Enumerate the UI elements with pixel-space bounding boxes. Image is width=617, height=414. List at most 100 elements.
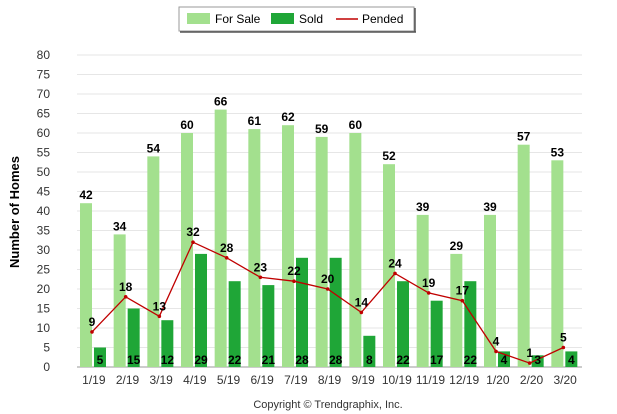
label-for-sale: 34 <box>113 219 127 233</box>
bar-for-sale <box>181 133 193 367</box>
legend-label: Pended <box>362 12 403 26</box>
bar-sold <box>363 335 376 367</box>
label-sold: 5 <box>97 353 104 367</box>
label-sold: 28 <box>329 353 343 367</box>
y-axis-label: Number of Homes <box>7 156 22 268</box>
y-tick-label: 25 <box>37 263 51 277</box>
legend-swatch <box>187 13 210 24</box>
x-tick-label: 6/19 <box>250 373 274 387</box>
x-axis: 1/19 2/19 3/19 4/19 5/19 6/19 7/19 8/19 9/19 10/1… <box>82 373 577 387</box>
x-tick-label: 5/19 <box>217 373 241 387</box>
x-tick-label: 2/19 <box>116 373 140 387</box>
label-for-sale: 61 <box>248 114 262 128</box>
x-tick-label: 12/19 <box>449 373 479 387</box>
bar-sold <box>161 320 174 367</box>
legend-label: Sold <box>299 12 323 26</box>
label-for-sale: 52 <box>382 149 396 163</box>
x-tick-label: 1/19 <box>82 373 106 387</box>
point-pended <box>191 240 195 244</box>
label-sold: 12 <box>161 353 175 367</box>
y-tick-label: 55 <box>37 146 51 160</box>
x-tick-label: 2/20 <box>520 373 544 387</box>
bar-sold <box>94 347 106 367</box>
legend-box <box>178 6 415 32</box>
bar-sold <box>430 300 443 367</box>
y-tick-label: 70 <box>37 87 51 101</box>
label-for-sale: 39 <box>483 200 497 214</box>
y-tick-label: 0 <box>43 360 50 374</box>
y-tick-label: 80 <box>37 48 51 62</box>
label-for-sale: 53 <box>551 145 565 159</box>
bar-for-sale <box>517 144 530 367</box>
bar-for-sale <box>484 214 496 367</box>
label-pended: 28 <box>220 241 234 255</box>
bar-for-sale <box>113 234 126 367</box>
label-sold: 4 <box>568 353 575 367</box>
bar-for-sale <box>551 160 564 367</box>
bar-for-sale <box>282 125 294 367</box>
point-pended <box>157 314 162 319</box>
x-tick-label: 9/19 <box>351 373 375 387</box>
label-sold: 22 <box>228 353 242 367</box>
x-tick-label: 3/19 <box>149 373 173 387</box>
y-tick-label: 50 <box>37 165 51 179</box>
bar-sold <box>296 257 308 367</box>
point-pended <box>460 298 465 303</box>
label-for-sale: 60 <box>349 118 363 132</box>
label-pended: 5 <box>560 331 567 345</box>
legend: For Sale Sold Pended <box>178 6 416 33</box>
y-tick-label: 65 <box>37 107 51 121</box>
y-tick-label: 45 <box>37 185 51 199</box>
label-pended: 14 <box>355 295 369 309</box>
y-tick-label: 75 <box>37 68 51 82</box>
x-tick-label: 4/19 <box>183 373 207 387</box>
bar-for-sale <box>416 214 429 367</box>
label-for-sale: 42 <box>79 188 93 202</box>
label-for-sale: 39 <box>416 200 430 214</box>
label-for-sale: 59 <box>315 122 329 136</box>
point-pended <box>527 361 532 365</box>
point-pended <box>224 255 229 260</box>
label-sold: 15 <box>127 353 141 367</box>
x-tick-label: 7/19 <box>284 373 308 387</box>
label-for-sale: 54 <box>147 141 161 155</box>
legend-label: For Sale <box>215 12 261 26</box>
y-tick-label: 60 <box>37 126 51 140</box>
grid-lines <box>77 54 582 368</box>
label-pended: 17 <box>456 284 470 298</box>
point-pended <box>90 330 94 334</box>
bar-sold <box>565 351 578 367</box>
label-for-sale: 62 <box>281 110 295 124</box>
bar-sold <box>531 355 544 367</box>
bar-for-sale <box>214 109 227 367</box>
point-pended <box>292 279 296 284</box>
point-pended <box>325 287 330 291</box>
label-pended: 18 <box>119 280 133 294</box>
bar-for-sale <box>315 136 328 367</box>
y-tick-label: 15 <box>37 302 51 316</box>
copyright-footer: Copyright © Trendgraphix, Inc. <box>253 399 402 411</box>
label-sold: 29 <box>194 353 208 367</box>
label-pended: 20 <box>321 272 335 286</box>
bars <box>80 109 578 367</box>
x-tick-label: 10/19 <box>382 373 412 387</box>
y-tick-label: 20 <box>37 282 51 296</box>
label-pended: 32 <box>186 225 200 239</box>
label-sold: 22 <box>396 353 410 367</box>
label-sold: 8 <box>366 353 373 367</box>
x-tick-label: 8/19 <box>318 373 342 387</box>
label-for-sale: 66 <box>214 95 228 109</box>
legend-swatch <box>271 13 294 24</box>
point-pended <box>494 349 498 354</box>
label-sold: 17 <box>430 353 444 367</box>
bar-for-sale <box>80 203 92 367</box>
bar-for-sale <box>349 133 362 367</box>
bar-for-sale <box>147 156 160 367</box>
label-pended: 9 <box>89 315 96 329</box>
point-pended <box>359 310 364 315</box>
label-pended: 24 <box>388 256 402 270</box>
label-for-sale: 57 <box>517 130 531 144</box>
y-axis: 0 5 10 15 20 25 30 35 40 45 50 55 60 65 70 75 80 <box>37 48 51 374</box>
bar-for-sale <box>248 129 261 367</box>
